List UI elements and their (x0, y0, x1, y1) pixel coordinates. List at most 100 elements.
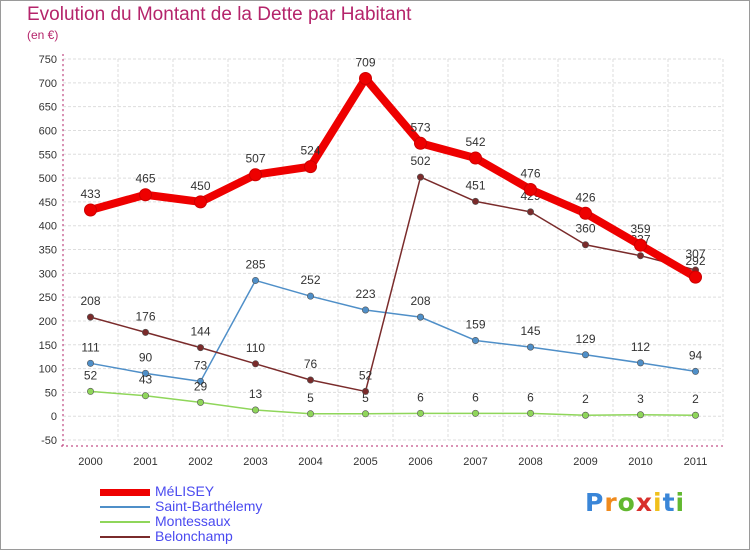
data-label: 145 (520, 324, 540, 338)
y-tick-label: 700 (39, 78, 57, 90)
legend-swatch (100, 489, 150, 496)
data-point (469, 151, 482, 165)
x-tick-label: 2011 (684, 456, 708, 468)
data-label: 3 (637, 392, 644, 406)
x-tick-label: 2009 (573, 456, 597, 468)
data-point (139, 188, 152, 202)
data-point (526, 208, 534, 216)
y-tick-label: 250 (39, 292, 57, 304)
y-tick-label: 550 (39, 149, 57, 161)
data-label: 573 (410, 120, 430, 134)
data-point (691, 367, 699, 375)
data-label: 6 (417, 390, 424, 404)
data-point (416, 173, 424, 181)
data-label: 144 (190, 325, 210, 339)
data-point (142, 369, 150, 377)
data-label: 307 (685, 247, 705, 261)
data-point (581, 411, 589, 419)
data-label: 709 (355, 56, 375, 70)
data-label: 6 (527, 390, 534, 404)
x-tick-label: 2003 (243, 456, 267, 468)
x-tick-label: 2005 (353, 456, 377, 468)
data-label: 176 (135, 309, 155, 323)
y-tick-label: 750 (39, 54, 57, 66)
chart-title: Evolution du Montant de la Dette par Hab… (27, 4, 412, 25)
data-point (361, 410, 369, 418)
data-label: 43 (139, 373, 153, 387)
data-label: 111 (81, 340, 100, 354)
y-tick-label: 650 (39, 102, 57, 114)
data-label: 433 (80, 187, 100, 201)
data-label: 5 (307, 391, 314, 405)
data-label: 524 (300, 144, 320, 158)
data-label: 292 (685, 254, 705, 268)
data-label: 542 (465, 135, 485, 149)
data-label: 208 (80, 294, 100, 308)
data-point (87, 359, 95, 367)
data-point (471, 409, 479, 417)
data-point (636, 359, 644, 367)
data-label: 502 (410, 154, 430, 168)
y-tick-label: -50 (41, 435, 57, 447)
legend-label: Montessaux (155, 513, 231, 529)
logo-letter: x (635, 488, 653, 517)
legend-swatch (100, 521, 150, 523)
data-point (579, 206, 592, 220)
logo-letter: r (604, 488, 618, 517)
data-point (306, 410, 314, 418)
data-point (359, 72, 372, 86)
data-label: 52 (359, 368, 373, 382)
logo-letter: o (617, 488, 636, 517)
logo-letter: i (653, 488, 663, 517)
data-point (252, 276, 260, 284)
logo-letter: i (675, 488, 686, 517)
legend-label: Belonchamp (155, 528, 233, 544)
legend-swatch (100, 536, 150, 538)
data-point (197, 398, 205, 406)
logo-letter: P (585, 488, 605, 517)
data-point (361, 306, 369, 314)
data-label: 450 (190, 179, 210, 193)
data-point (524, 182, 537, 196)
data-point (416, 313, 424, 321)
x-tick-label: 2001 (133, 456, 157, 468)
data-label: 252 (300, 273, 320, 287)
data-point (636, 252, 644, 260)
data-point (306, 292, 314, 300)
data-point (634, 238, 647, 252)
data-label: 2 (582, 392, 589, 406)
y-tick-label: 400 (39, 221, 57, 233)
legend-label: MéLISEY (155, 483, 215, 499)
data-point (252, 360, 260, 368)
data-point (471, 336, 479, 344)
data-label: 476 (520, 166, 540, 180)
x-tick-label: 2004 (298, 456, 322, 468)
y-tick-label: 600 (39, 125, 57, 137)
data-point (526, 409, 534, 417)
y-tick-label: 50 (45, 387, 57, 399)
data-point (304, 160, 317, 174)
data-label: 2 (692, 392, 699, 406)
y-tick-label: 450 (39, 197, 57, 209)
data-label: 159 (465, 317, 485, 331)
data-label: 360 (575, 222, 595, 236)
data-point (471, 197, 479, 205)
data-point (87, 387, 95, 395)
y-tick-label: 150 (39, 340, 57, 352)
data-label: 426 (575, 190, 595, 204)
x-tick-label: 2000 (78, 456, 102, 468)
data-label: 451 (465, 178, 485, 192)
data-point (84, 203, 97, 217)
legend-swatch (100, 506, 150, 508)
data-point (416, 409, 424, 417)
data-label: 52 (84, 368, 98, 382)
y-tick-label: 0 (51, 411, 57, 423)
x-tick-label: 2008 (518, 456, 542, 468)
data-point (361, 387, 369, 395)
series-line (89, 176, 697, 393)
series-line (89, 390, 697, 416)
data-label: 223 (355, 287, 375, 301)
data-label: 465 (135, 172, 155, 186)
data-label: 507 (245, 152, 265, 166)
data-point (142, 392, 150, 400)
